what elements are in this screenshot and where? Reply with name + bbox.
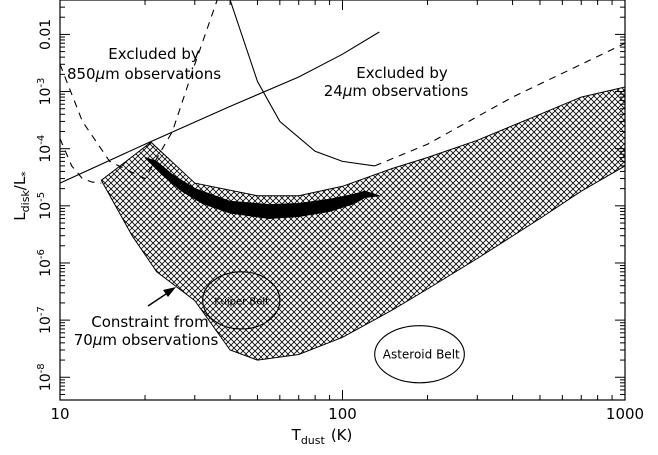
annotation-24-line1: Excluded by: [356, 64, 448, 82]
y-tick-label: 10-6: [36, 249, 54, 277]
x-tick-label: 100: [328, 405, 357, 423]
kuiper-belt-ellipse: [202, 271, 281, 330]
series-line-1: [60, 0, 218, 180]
region-solid-1: [144, 157, 380, 220]
ticks-layer: 10 100 1000 10-8 10-7 10-6 10-5 10-4 10-3 0.01: [36, 0, 644, 423]
annotation-70-line2: 70μm observations: [74, 331, 219, 349]
regions-layer: [100, 86, 625, 361]
annotation-24-line2: 24μm observations: [324, 82, 469, 100]
ellipse-layer: Kuiper Belt Asteroid Belt: [202, 271, 465, 384]
kuiper-belt-label: Kuiper Belt: [214, 297, 269, 308]
region-crosshatch-0: [100, 86, 625, 361]
series-layer: [60, 0, 625, 184]
x-tick-label: 1000: [606, 405, 644, 423]
series-line-2: [60, 138, 102, 184]
annotation-arrow: [147, 287, 176, 307]
y-tick-label: 10-4: [36, 135, 54, 163]
x-axis-title: Tdust (K): [291, 426, 353, 447]
y-axis-title: Ldisk/L*: [11, 171, 32, 221]
y-tick-label: 10-8: [36, 363, 54, 391]
y-tick-label: 10-3: [36, 78, 54, 106]
y-tick-label: 0.01: [38, 19, 54, 50]
y-tick-label: 10-7: [36, 306, 54, 334]
asteroid-belt-ellipse: [374, 325, 465, 384]
annotation-850-line2: 850μm observations: [67, 65, 221, 83]
annotation-70-line1: Constraint from: [91, 313, 208, 331]
x-tick-label: 10: [50, 405, 69, 423]
series-line-3: [229, 0, 375, 167]
y-tick-label: 10-5: [36, 192, 54, 220]
series-line-0: [60, 31, 380, 184]
annotation-850-line1: Excluded by: [108, 45, 200, 63]
asteroid-belt-label: Asteroid Belt: [383, 348, 460, 362]
